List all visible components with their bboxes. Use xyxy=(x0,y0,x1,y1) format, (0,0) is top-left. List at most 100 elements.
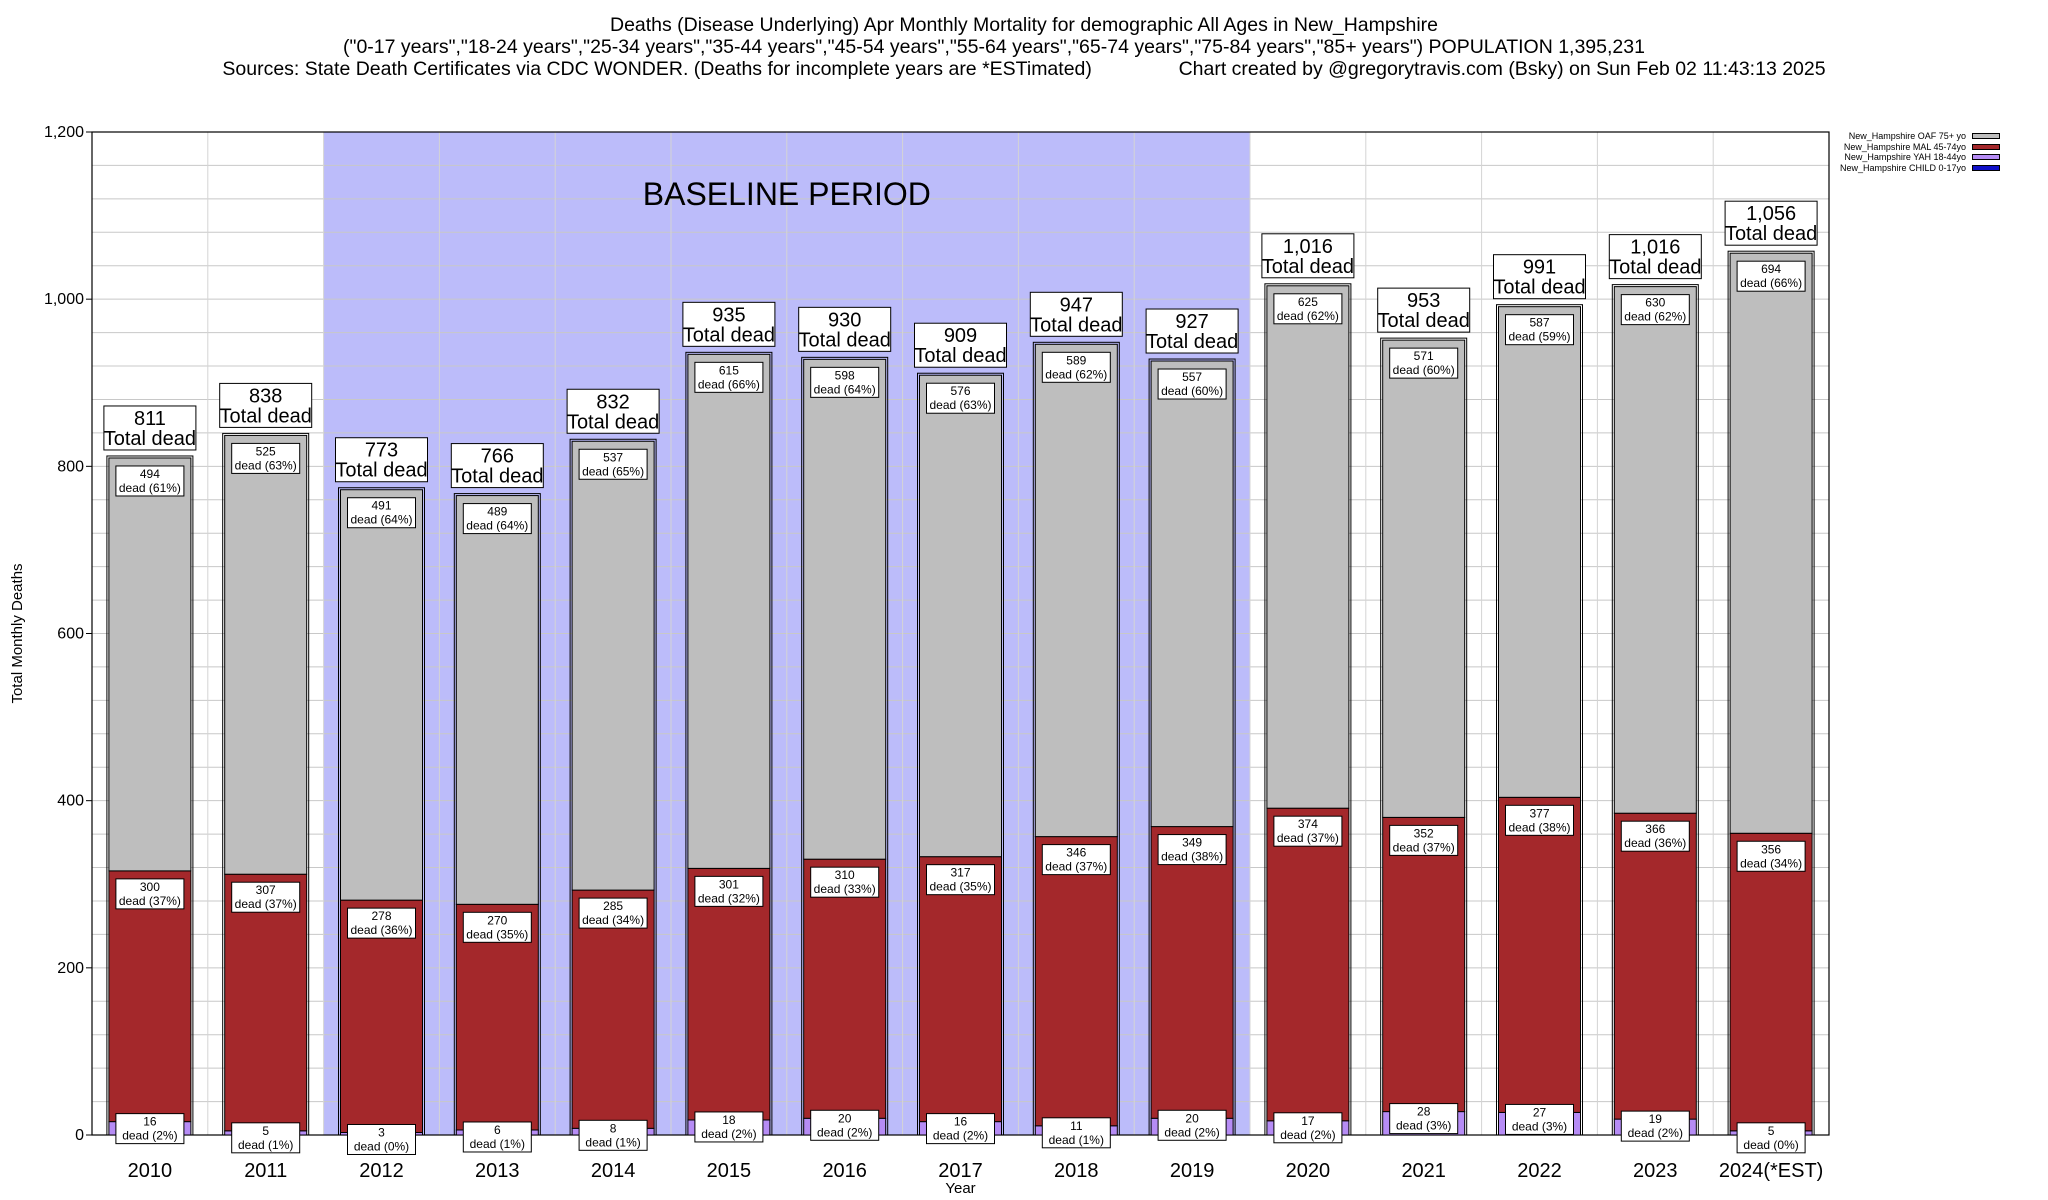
bar-segment-mal xyxy=(803,858,887,1119)
label-mal-percent: dead (37%) xyxy=(1045,860,1107,874)
total-label-text: Total dead xyxy=(567,411,659,433)
label-mal-value: 377 xyxy=(1529,806,1549,820)
x-tick-label: 2013 xyxy=(475,1160,520,1182)
label-mal-box xyxy=(926,864,995,896)
total-label-text: Total dead xyxy=(220,405,312,427)
total-label-value: 1,016 xyxy=(1630,237,1680,259)
label-yah-value: 3 xyxy=(378,1125,385,1139)
label-mal-box xyxy=(231,881,301,913)
total-label-box xyxy=(1261,233,1355,279)
label-mal-percent: dead (35%) xyxy=(929,880,991,894)
label-mal-value: 301 xyxy=(719,877,739,891)
total-label-text: Total dead xyxy=(1493,277,1585,299)
label-mal-box xyxy=(1157,834,1227,866)
label-oaf-box xyxy=(347,497,416,529)
label-oaf-box xyxy=(694,361,764,393)
chart-title: Deaths (Disease Underlying) Apr Monthly … xyxy=(609,14,1439,36)
total-label-text: Total dead xyxy=(914,345,1006,367)
label-yah-box xyxy=(1389,1103,1459,1135)
total-label-text: Total dead xyxy=(1146,331,1238,353)
chart-subtitle-age-groups: ("0-17 years","18-24 years","25-34 years… xyxy=(343,36,1645,58)
label-oaf-box xyxy=(1157,368,1227,400)
x-tick-label: 2021 xyxy=(1401,1160,1446,1182)
label-yah-value: 20 xyxy=(838,1111,852,1125)
label-yah-value: 17 xyxy=(1301,1114,1315,1128)
label-mal-value: 346 xyxy=(1066,846,1086,860)
total-label-text: Total dead xyxy=(104,428,196,450)
label-yah-box xyxy=(810,1109,880,1141)
label-mal-percent: dead (32%) xyxy=(698,891,760,905)
x-tick-label: 2014 xyxy=(591,1160,636,1182)
label-oaf-percent: dead (66%) xyxy=(1740,276,1802,290)
legend-label-child: New_Hampshire CHILD 0-17yo xyxy=(1840,162,1967,173)
label-mal-percent: dead (37%) xyxy=(1277,831,1339,845)
total-label-value: 953 xyxy=(1407,290,1440,312)
total-label-value: 838 xyxy=(249,385,282,407)
label-mal-value: 285 xyxy=(603,899,623,913)
label-oaf-value: 571 xyxy=(1414,349,1434,363)
bar-segment-oaf xyxy=(1150,360,1234,828)
total-label-value: 935 xyxy=(712,304,745,326)
label-mal-value: 307 xyxy=(256,883,276,897)
label-mal-value: 374 xyxy=(1298,817,1318,831)
bar-segment-mal xyxy=(340,899,423,1133)
chart-legend: New_Hampshire OAF 75+ yo New_Hampshire M… xyxy=(1840,131,2001,173)
bar-segment-oaf xyxy=(1266,285,1350,809)
bar-segment-mal xyxy=(1150,826,1234,1119)
total-label-text: Total dead xyxy=(1378,310,1470,332)
total-label-text: Total dead xyxy=(1725,223,1817,245)
total-label-text: Total dead xyxy=(1609,257,1701,279)
total-label-box xyxy=(1377,287,1471,333)
label-oaf-percent: dead (60%) xyxy=(1393,363,1455,377)
label-oaf-percent: dead (59%) xyxy=(1508,330,1570,344)
label-yah-value: 11 xyxy=(1070,1119,1083,1133)
total-label-value: 930 xyxy=(828,309,861,331)
label-oaf-box xyxy=(578,448,648,480)
label-yah-percent: dead (2%) xyxy=(1280,1128,1335,1142)
label-yah-value: 5 xyxy=(262,1124,269,1138)
label-oaf-value: 491 xyxy=(371,499,391,513)
legend-swatch-mal xyxy=(1972,143,2001,150)
label-mal-percent: dead (38%) xyxy=(1161,850,1223,864)
label-oaf-box xyxy=(1389,347,1459,379)
total-label-box xyxy=(682,301,776,347)
label-oaf-percent: dead (60%) xyxy=(1161,384,1223,398)
label-yah-box xyxy=(1041,1117,1111,1149)
label-yah-box xyxy=(1736,1122,1806,1154)
total-label-value: 991 xyxy=(1523,257,1556,279)
label-yah-percent: dead (0%) xyxy=(354,1139,409,1153)
label-mal-box xyxy=(462,911,532,943)
total-label-text: Total dead xyxy=(451,466,543,488)
label-oaf-percent: dead (65%) xyxy=(582,464,644,478)
total-label-box xyxy=(1493,254,1586,300)
bar-outline xyxy=(1496,304,1583,1136)
label-mal-box xyxy=(1389,824,1459,856)
label-oaf-percent: dead (62%) xyxy=(1277,309,1339,323)
bar-segment-oaf xyxy=(1613,286,1697,814)
label-yah-box xyxy=(115,1113,185,1145)
y-tick-label: 400 xyxy=(57,793,84,810)
label-mal-value: 310 xyxy=(835,868,855,882)
x-tick-label: 2018 xyxy=(1054,1160,1099,1182)
label-mal-percent: dead (37%) xyxy=(1393,840,1455,854)
bar-segment-oaf xyxy=(919,374,1002,858)
label-yah-value: 20 xyxy=(1185,1111,1199,1125)
bar-segment-mal xyxy=(1729,832,1813,1132)
label-oaf-value: 589 xyxy=(1066,353,1086,367)
label-mal-box xyxy=(1041,844,1111,876)
total-label-box xyxy=(450,443,544,489)
label-yah-box xyxy=(231,1122,301,1154)
label-mal-value: 366 xyxy=(1645,822,1665,836)
x-tick-label: 2010 xyxy=(128,1160,173,1182)
label-mal-percent: dead (37%) xyxy=(235,897,297,911)
label-yah-percent: dead (1%) xyxy=(470,1137,525,1151)
label-mal-percent: dead (37%) xyxy=(119,894,181,908)
label-yah-value: 19 xyxy=(1649,1112,1663,1126)
legend-item-mal: New_Hampshire MAL 45-74yo xyxy=(1840,141,2001,153)
legend-label-mal: New_Hampshire MAL 45-74yo xyxy=(1843,141,1967,152)
label-oaf-value: 625 xyxy=(1298,295,1318,309)
label-mal-percent: dead (33%) xyxy=(814,882,876,896)
label-yah-value: 8 xyxy=(610,1121,617,1135)
label-oaf-value: 598 xyxy=(835,368,855,382)
label-oaf-box xyxy=(1505,314,1574,346)
